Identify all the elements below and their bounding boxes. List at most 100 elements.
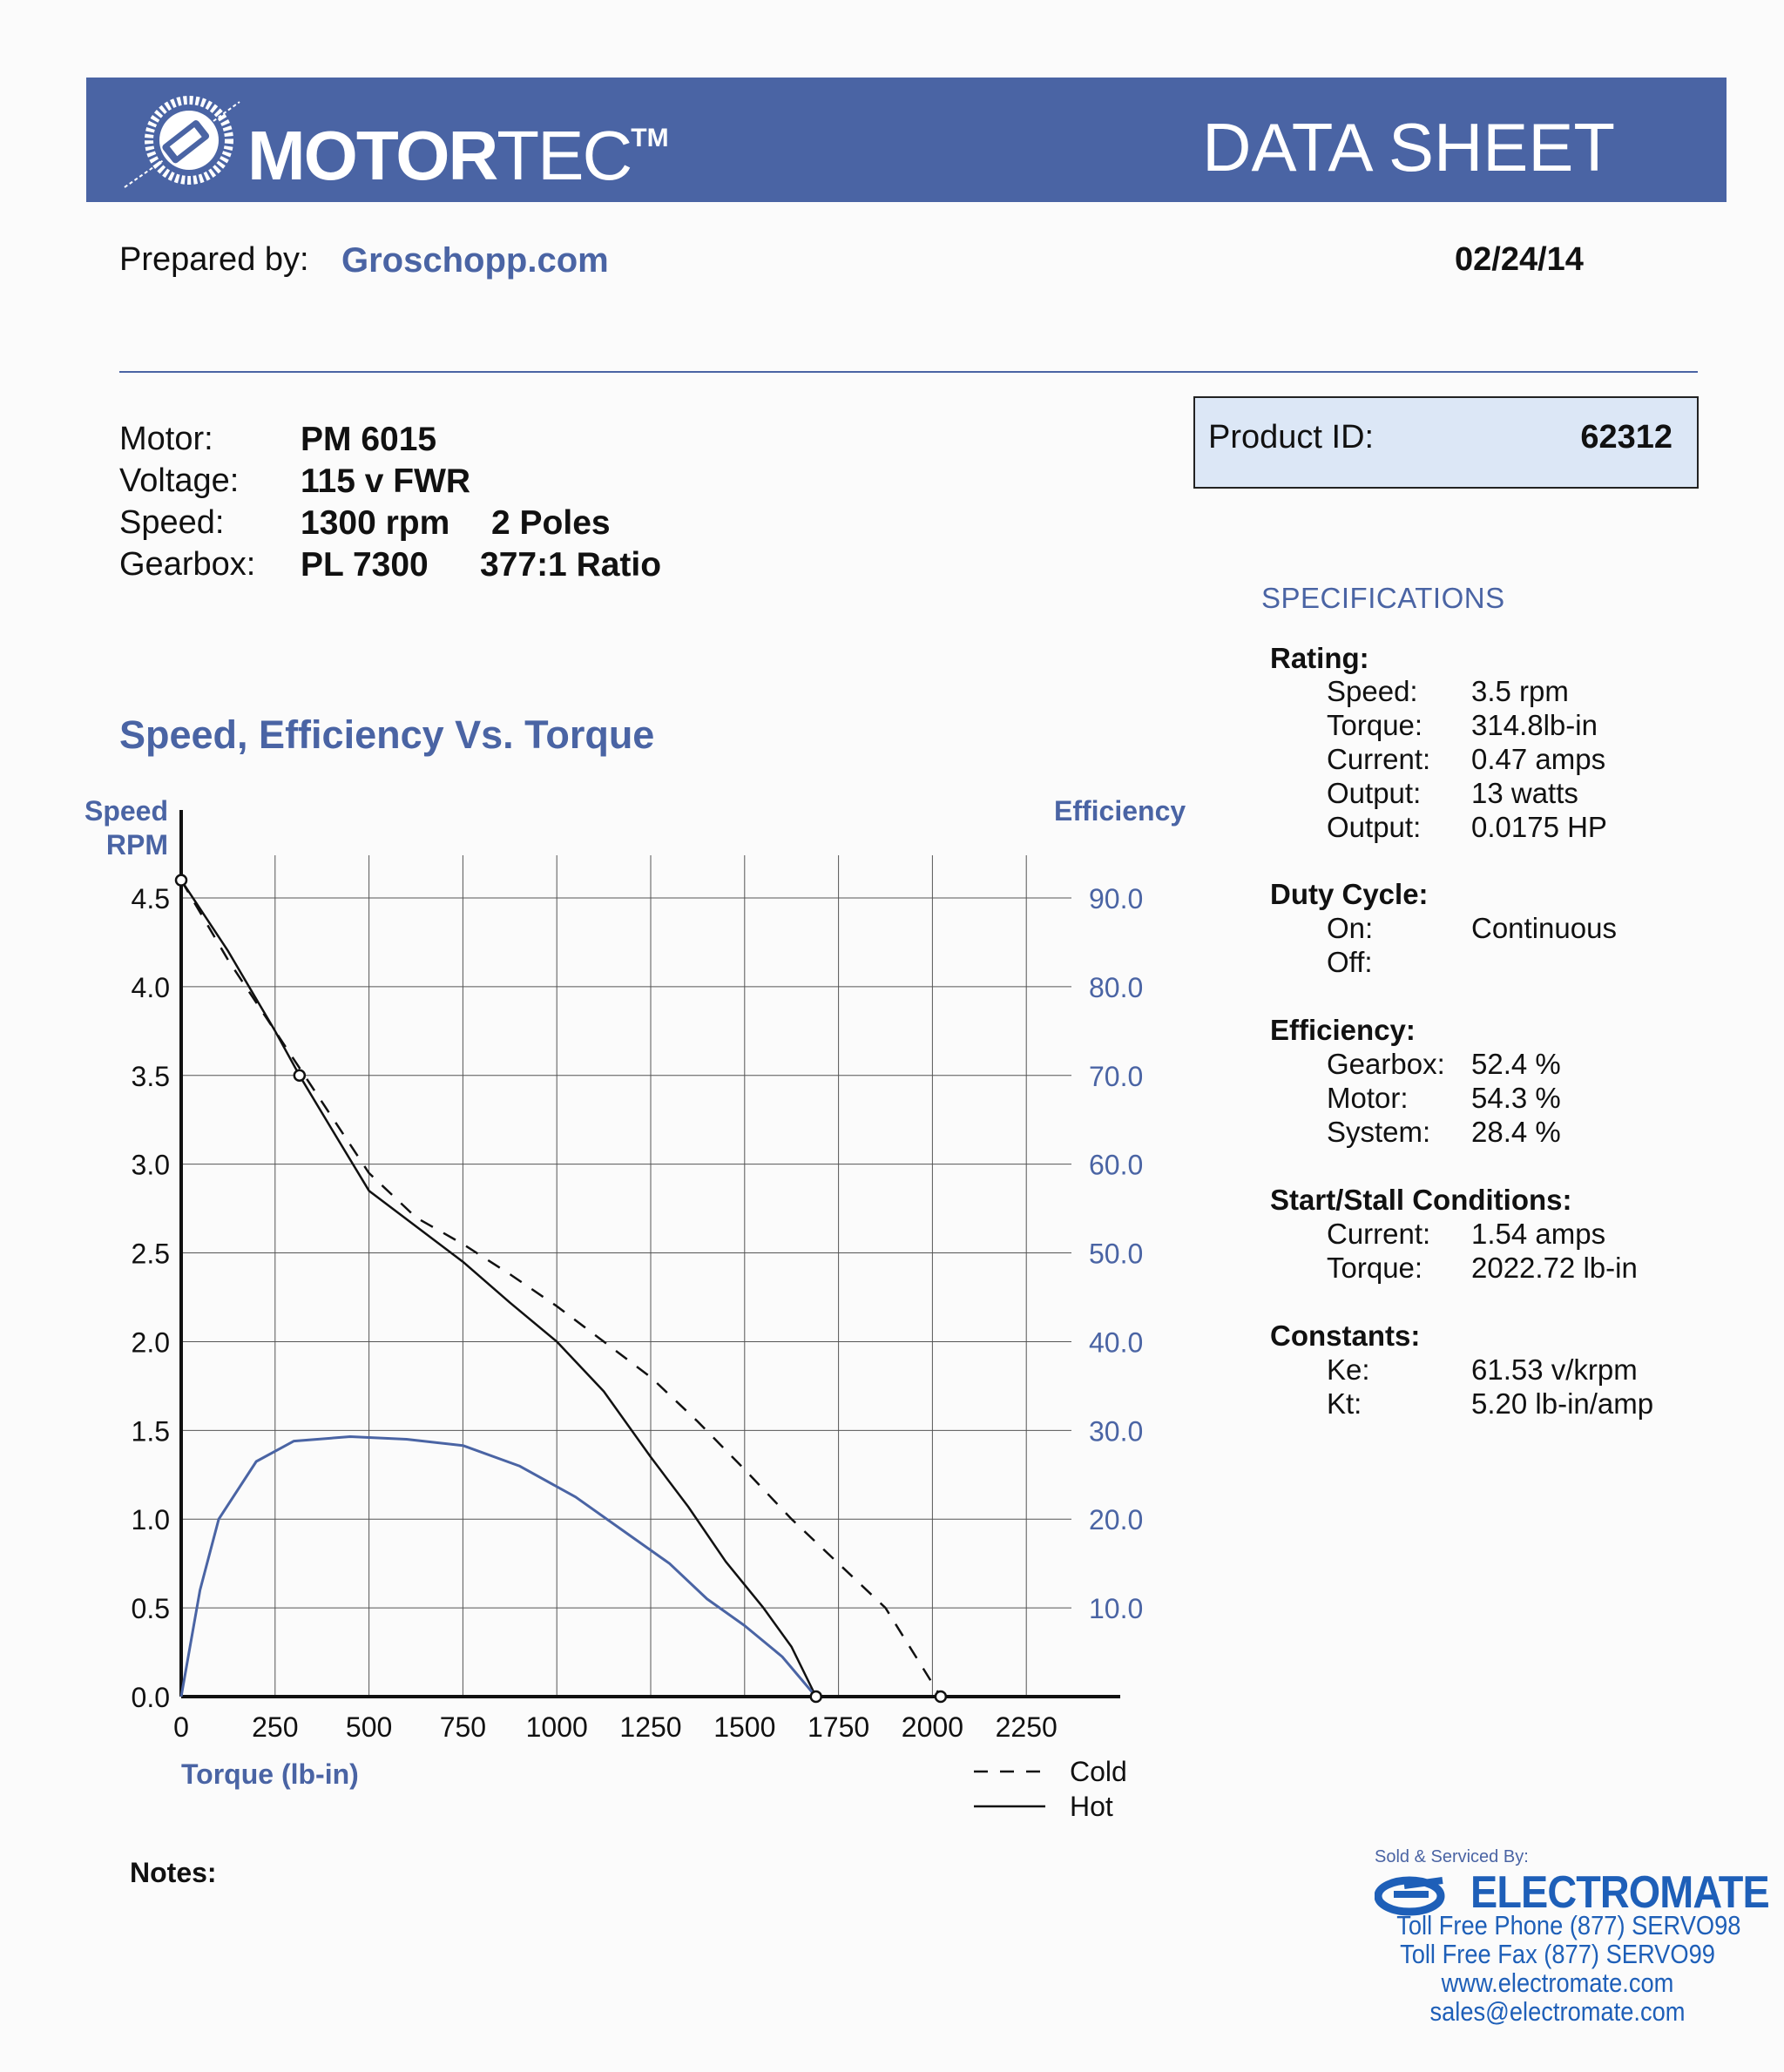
product-id-value: 62312 (1580, 419, 1672, 456)
x-tick-label: 250 (252, 1711, 298, 1743)
y-tick-label-left: 0.0 (132, 1682, 170, 1713)
efficiency-system-value: 28.4 % (1471, 1116, 1561, 1148)
rating-output-watts-value: 13 watts (1471, 777, 1578, 809)
rating-output-hp-label: Output: (1327, 811, 1422, 843)
poles-value: 2 Poles (491, 504, 611, 542)
y-tick-label-left: 2.0 (132, 1326, 170, 1358)
duty-on-value: Continuous (1471, 912, 1617, 944)
logo-tec: TEC (497, 117, 632, 194)
x-tick-label: 1250 (619, 1711, 681, 1743)
website-link[interactable]: www.electromate.com (1441, 1967, 1674, 1998)
logo-motor: MOTOR (247, 117, 498, 194)
rating-output-hp-value: 0.0175 HP (1471, 811, 1607, 843)
stall-current-label: Current: (1327, 1218, 1431, 1250)
sold-by-label: Sold & Serviced By: (1375, 1847, 1529, 1866)
x-tick-label: 1750 (808, 1711, 869, 1743)
y-tick-label-left: 2.5 (132, 1238, 170, 1270)
data-marker-hot (809, 1690, 822, 1704)
efficiency-heading: Efficiency: (1270, 1014, 1416, 1046)
duty-on-label: On: (1327, 912, 1374, 944)
email-link[interactable]: sales@electromate.com (1429, 1996, 1686, 2027)
data-marker-hot (174, 874, 188, 887)
constant-ke-label: Ke: (1327, 1353, 1370, 1386)
y-tick-label-right: 50.0 (1089, 1238, 1143, 1270)
y-tick-label-right: 10.0 (1089, 1593, 1143, 1624)
rating-current-value: 0.47 amps (1471, 743, 1606, 775)
y-tick-label-right: 30.0 (1089, 1415, 1143, 1447)
rating-heading: Rating: (1270, 642, 1369, 674)
y-tick-label-left: 4.5 (132, 883, 170, 915)
sheet-date: 02/24/14 (1455, 241, 1584, 278)
toll-free-phone: Toll Free Phone (877) SERVO98 (1396, 1910, 1741, 1940)
series-line-cold (179, 879, 942, 1697)
voltage-label: Voltage: (119, 462, 240, 499)
constant-ke-value: 61.53 v/krpm (1471, 1353, 1638, 1386)
divider (119, 371, 1698, 373)
x-tick-label: 2250 (996, 1711, 1058, 1743)
y-tick-label-left: 0.5 (132, 1593, 170, 1624)
x-tick-label: 1000 (526, 1711, 588, 1743)
legend-label-hot: Hot (1070, 1791, 1113, 1822)
y-tick-label-left: 3.0 (132, 1150, 170, 1181)
rating-torque-label: Torque: (1327, 709, 1423, 741)
product-id-label: Product ID: (1208, 419, 1375, 456)
motor-label: Motor: (119, 421, 213, 457)
legend-label-cold: Cold (1070, 1756, 1127, 1787)
motor-gear-emblem-icon (124, 96, 240, 188)
efficiency-system-label: System: (1327, 1116, 1431, 1148)
prepared-by-label: Prepared by: (119, 241, 309, 278)
specifications-heading: SPECIFICATIONS (1261, 582, 1505, 614)
logo-trademark: TM (631, 124, 669, 152)
y-axis-title-left-unit: RPM (106, 829, 168, 861)
y-tick-label-right: 70.0 (1089, 1061, 1143, 1092)
speed-efficiency-chart: 0.0 0.5 1.0 1.5 2.0 2.5 3.0 3.5 4.0 4.5 10.0 20.0 30… (84, 795, 1186, 1822)
y-tick-label-left: 3.5 (132, 1061, 170, 1092)
page-title: DATA SHEET (1202, 109, 1615, 186)
speed-value: 1300 rpm (301, 504, 450, 542)
ratio-value: 377:1 Ratio (480, 546, 662, 584)
rating-torque-value: 314.8lb-in (1471, 709, 1598, 741)
y-tick-label-right: 90.0 (1089, 883, 1143, 915)
voltage-value: 115 v FWR (301, 462, 471, 500)
data-marker-cold (934, 1690, 948, 1704)
x-axis-title: Torque (lb-in) (181, 1758, 359, 1790)
stall-torque-value: 2022.72 lb-in (1471, 1252, 1638, 1284)
efficiency-motor-value: 54.3 % (1471, 1082, 1561, 1114)
rating-output-watts-label: Output: (1327, 777, 1422, 809)
duty-off-label: Off: (1327, 946, 1373, 978)
electromate-swoosh-icon (1375, 1876, 1445, 1916)
stall-current-value: 1.54 amps (1471, 1218, 1606, 1250)
product-id-box: Product ID: 62312 (1193, 396, 1699, 489)
rating-current-label: Current: (1327, 743, 1431, 775)
efficiency-gearbox-value: 52.4 % (1471, 1048, 1561, 1080)
y-tick-label-right: 40.0 (1089, 1326, 1143, 1358)
y-tick-label-left: 4.0 (132, 972, 170, 1003)
constant-kt-value: 5.20 lb-in/amp (1471, 1387, 1654, 1420)
motor-value: PM 6015 (301, 421, 437, 458)
prepared-by-link[interactable]: Groschopp.com (341, 241, 609, 280)
y-tick-label-right: 20.0 (1089, 1504, 1143, 1535)
gearbox-value: PL 7300 (301, 546, 429, 584)
constant-kt-label: Kt: (1327, 1387, 1362, 1420)
y-tick-label-left: 1.0 (132, 1504, 170, 1535)
y-tick-label-left: 1.5 (132, 1415, 170, 1447)
notes-label: Notes: (130, 1857, 217, 1888)
duty-cycle-heading: Duty Cycle: (1270, 878, 1429, 910)
efficiency-gearbox-label: Gearbox: (1327, 1048, 1445, 1080)
speed-label: Speed: (119, 504, 225, 541)
x-tick-label: 0 (173, 1711, 189, 1743)
electromate-name: ELECTROMATE (1470, 1867, 1770, 1918)
efficiency-motor-label: Motor: (1327, 1082, 1409, 1114)
y-axis-title-right: Efficiency (1054, 795, 1186, 827)
rating-speed-label: Speed: (1327, 675, 1418, 707)
brand-logo: MOTORTECTM (247, 102, 669, 192)
y-axis-title-left: Speed (84, 795, 168, 827)
series-line-efficiency (179, 1435, 817, 1697)
chart-title: Speed, Efficiency Vs. Torque (119, 712, 655, 757)
stall-heading: Start/Stall Conditions: (1270, 1184, 1572, 1216)
constants-heading: Constants: (1270, 1319, 1421, 1352)
data-marker-hot (293, 1069, 307, 1083)
x-tick-label: 2000 (902, 1711, 963, 1743)
toll-free-fax: Toll Free Fax (877) SERVO99 (1400, 1939, 1715, 1969)
gearbox-label: Gearbox: (119, 546, 256, 583)
